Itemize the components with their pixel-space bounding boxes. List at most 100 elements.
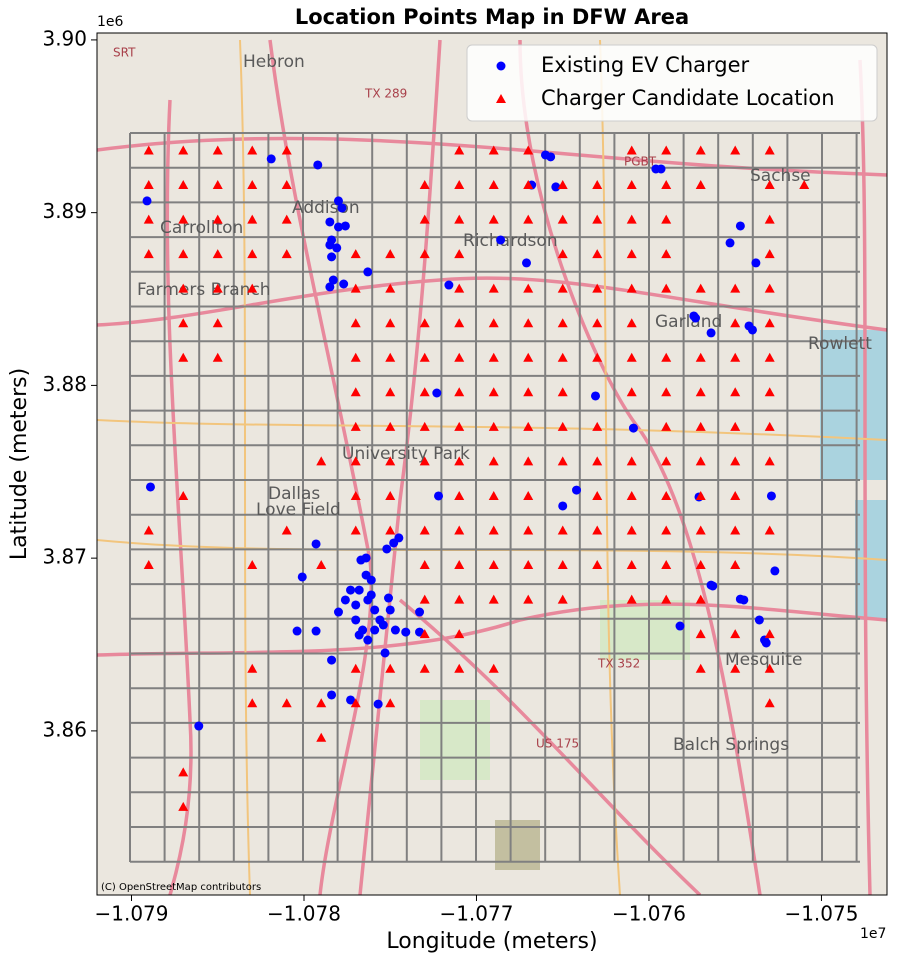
candidate-point: [523, 318, 534, 328]
charger-point: [735, 221, 745, 231]
candidate-point: [488, 352, 499, 362]
candidate-point: [281, 214, 292, 224]
charger-point: [521, 258, 531, 268]
candidate-point: [454, 318, 465, 328]
candidate-point: [764, 318, 775, 328]
charger-point: [373, 699, 383, 709]
plot-frame: [96, 32, 888, 896]
candidate-point: [523, 490, 534, 500]
candidate-point: [419, 629, 430, 639]
candidate-point: [557, 525, 568, 535]
candidate-point: [661, 421, 672, 431]
candidate-point: [557, 387, 568, 397]
candidate-point: [488, 456, 499, 466]
place-label: Love Field: [256, 500, 341, 520]
legend-label: Existing EV Charger: [541, 53, 750, 77]
marks: [142, 145, 810, 811]
candidate-point: [730, 352, 741, 362]
candidate-point: [385, 525, 396, 535]
candidate-point: [592, 283, 603, 293]
charger-point: [558, 501, 568, 511]
candidate-point: [626, 318, 637, 328]
charger-point: [325, 217, 335, 227]
road: [165, 99, 193, 895]
road-shield: US 175: [536, 737, 579, 751]
charger-point: [340, 221, 350, 231]
candidate-point: [661, 560, 672, 570]
candidate-point: [695, 663, 706, 673]
candidate-point: [626, 249, 637, 259]
candidate-point: [764, 698, 775, 708]
charger-point: [325, 240, 335, 250]
map-labels: Carrollton Richardson Garland Mesquite Addis…: [113, 46, 872, 756]
charger-point: [333, 607, 343, 617]
charger-point: [385, 605, 395, 615]
candidate-point: [488, 180, 499, 190]
charger-point: [266, 154, 276, 164]
candidate-point: [385, 663, 396, 673]
street: [239, 39, 251, 895]
candidate-point: [626, 214, 637, 224]
charger-point: [313, 160, 323, 170]
candidate-point: [212, 283, 223, 293]
candidate-point: [454, 560, 465, 570]
candidate-point: [661, 180, 672, 190]
candidate-point: [626, 594, 637, 604]
y-offset-label: 1e6: [97, 14, 124, 30]
y-tick-label: 3.88: [42, 372, 87, 396]
candidate-point: [730, 560, 741, 570]
candidate-point: [419, 180, 430, 190]
candidate-point: [350, 249, 361, 259]
charger-point: [546, 152, 556, 162]
legend-marker: [496, 61, 506, 71]
candidate-point: [454, 145, 465, 155]
charger-point: [333, 222, 343, 232]
candidate-point: [350, 490, 361, 500]
candidate-point: [661, 594, 672, 604]
place-label: Addison: [292, 198, 360, 218]
place-label: Balch Springs: [673, 735, 789, 755]
charger-point: [394, 533, 404, 543]
candidate-point: [730, 421, 741, 431]
charger-point: [390, 625, 400, 635]
candidate-point: [350, 387, 361, 397]
charger-point: [361, 553, 371, 563]
candidate-point: [350, 525, 361, 535]
candidate-point: [764, 456, 775, 466]
place-label: Garland: [655, 312, 722, 332]
candidate-point: [247, 283, 258, 293]
candidate-point: [454, 456, 465, 466]
candidate-point: [178, 352, 189, 362]
candidate-point: [557, 283, 568, 293]
candidate-point: [454, 490, 465, 500]
candidate-point: [419, 387, 430, 397]
charger-point: [297, 572, 307, 582]
candidate-point: [764, 145, 775, 155]
charger-point: [328, 275, 338, 285]
candidate-point: [143, 145, 154, 155]
charger-point: [378, 620, 388, 630]
charger-point: [496, 235, 506, 245]
charger-point: [444, 280, 454, 290]
candidate-point: [488, 560, 499, 570]
candidate-point: [178, 145, 189, 155]
candidate-point: [592, 456, 603, 466]
charger-point: [361, 570, 371, 580]
charger-point: [337, 203, 347, 213]
road-shield: SRT: [113, 46, 136, 60]
charger-point: [332, 243, 342, 253]
charger-point: [363, 635, 373, 645]
candidate-point: [178, 318, 189, 328]
place-label: Carrollton: [160, 218, 243, 238]
candidate-point: [316, 698, 327, 708]
candidate-point: [764, 629, 775, 639]
x-offset-label: 1e7: [860, 926, 886, 942]
candidate-point: [419, 663, 430, 673]
place-label: University Park: [342, 444, 470, 464]
lake: [820, 330, 887, 480]
candidate-point: [350, 421, 361, 431]
charger-point: [761, 638, 771, 648]
park: [420, 700, 490, 780]
candidate-point: [626, 560, 637, 570]
charger-point: [346, 695, 356, 705]
